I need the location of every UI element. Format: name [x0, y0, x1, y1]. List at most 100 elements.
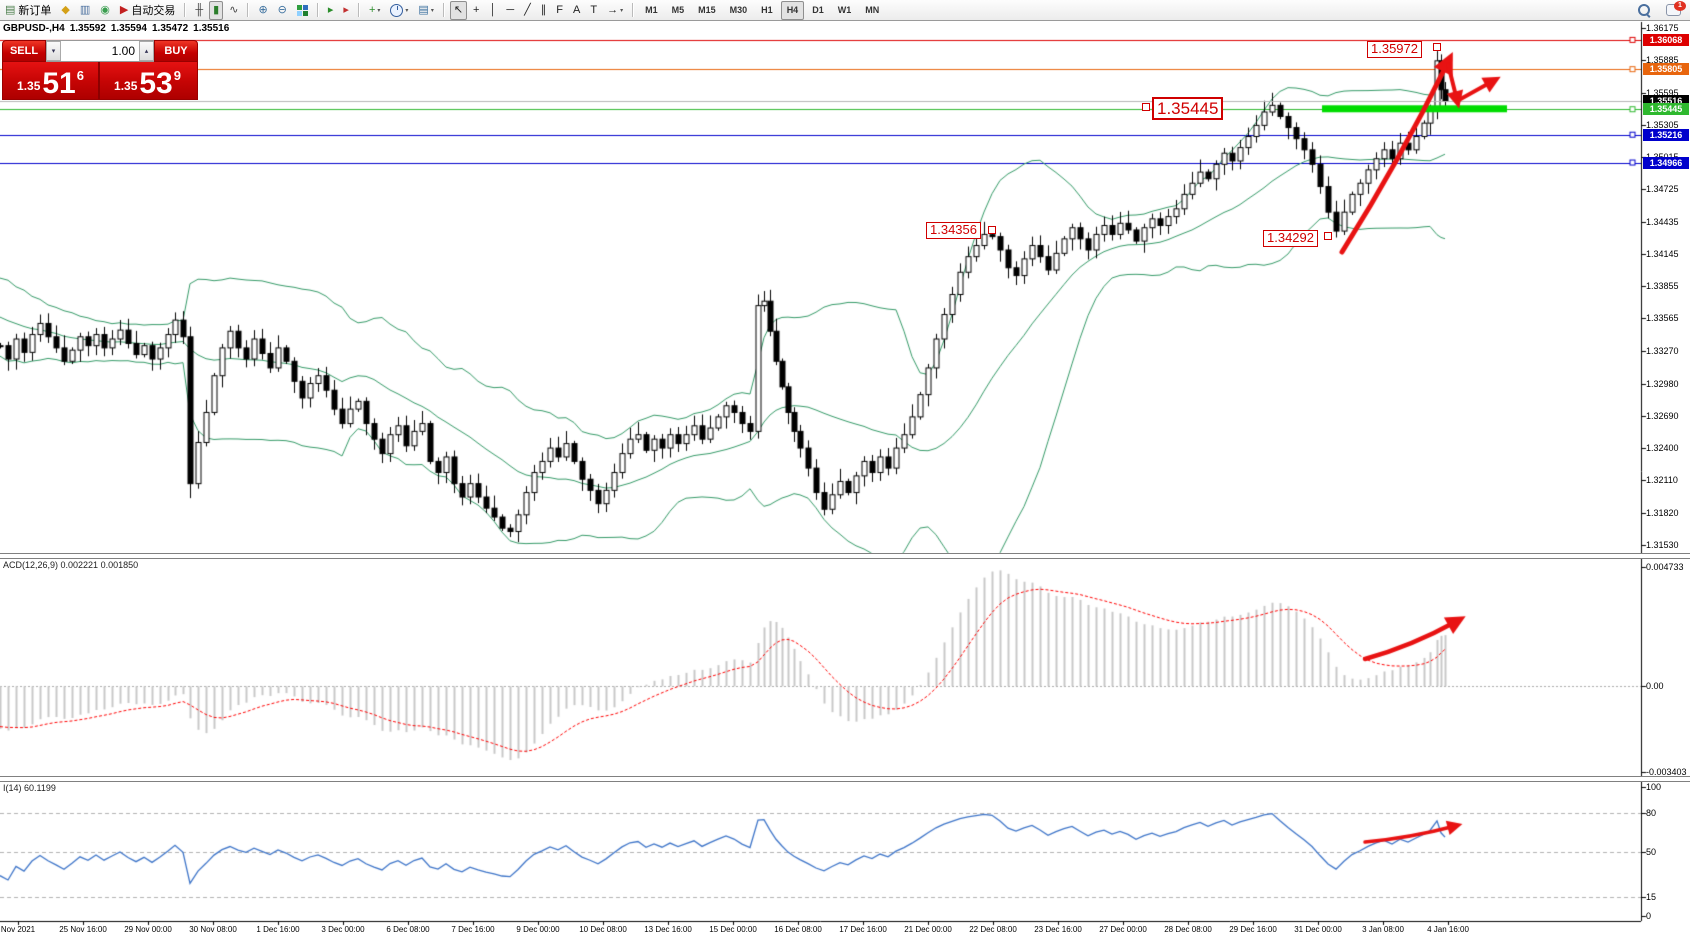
volume-decrease-button[interactable]: ▾ [46, 41, 61, 61]
vertical-line-button[interactable]: │ [485, 1, 500, 20]
search-button[interactable] [1634, 1, 1654, 20]
toolbar-separator [357, 3, 360, 17]
price-axis-tick: 1.35595 [1646, 87, 1679, 98]
chat-button[interactable]: 1 [1662, 1, 1686, 20]
time-axis-label: 21 Dec 00:00 [904, 925, 952, 934]
zoom-in-button[interactable]: ⊕ [254, 1, 271, 20]
volume-input[interactable] [61, 41, 139, 61]
price-axis-tick: 1.36175 [1646, 23, 1679, 33]
time-axis-label: 27 Dec 00:00 [1099, 925, 1147, 934]
clock-icon [390, 3, 404, 17]
text-label-button[interactable]: T [586, 1, 601, 20]
price-level-badge: 1.35216 [1643, 128, 1689, 141]
ohlc-close: 1.35516 [193, 23, 230, 34]
cursor-button[interactable]: ↖ [449, 0, 468, 20]
time-axis-label: 28 Dec 08:00 [1164, 925, 1212, 934]
time-axis-label: 25 Nov 16:00 [59, 925, 107, 934]
arrows-button[interactable]: → ▾ [603, 1, 627, 20]
auto-scroll-button[interactable]: ▸ [324, 1, 338, 20]
sell-price-pipette: 6 [76, 68, 84, 83]
toolbar-right: 1 [1633, 0, 1686, 20]
timeframe-m15-button[interactable]: M15 [698, 5, 716, 15]
price-axis-tick: 1.32690 [1646, 410, 1679, 421]
time-axis-label: 16 Dec 08:00 [774, 925, 822, 934]
crosshair-button[interactable]: + [469, 1, 483, 20]
sell-button[interactable]: SELL [2, 40, 46, 62]
time-axis-label: 6 Dec 08:00 [386, 925, 430, 934]
autotrading-button[interactable]: ▶ 自动交易 [116, 1, 179, 20]
new-order-button[interactable]: ▤ 新订单 [1, 1, 55, 20]
pane-separator[interactable] [0, 553, 1690, 559]
tile-windows-button[interactable] [293, 1, 312, 20]
price-axis-tick: 1.31820 [1646, 507, 1679, 518]
chevron-down-icon[interactable]: ▾ [405, 7, 409, 14]
price-axis-tick: 1.35885 [1646, 55, 1679, 66]
market-watch-button[interactable]: ▥ [76, 1, 94, 20]
timeframe-d1-button[interactable]: D1 [812, 5, 824, 15]
chevron-down-icon[interactable]: ▾ [377, 7, 381, 14]
volume-stepper: ▾ ▴ [46, 40, 154, 62]
buy-price-prefix: 1.35 [114, 79, 138, 93]
timeframe-m1-button[interactable]: M1 [645, 5, 658, 15]
price-label-annotation[interactable]: 1.34292 [1263, 230, 1318, 247]
sell-price[interactable]: 1.35 51 6 [3, 62, 98, 99]
signals-button[interactable]: ◉ [96, 1, 114, 20]
price-level-badge: 1.34966 [1643, 156, 1689, 169]
styles-button[interactable]: ◆ [57, 1, 73, 20]
buy-button[interactable]: BUY [154, 40, 198, 62]
chevron-down-icon[interactable]: ▾ [430, 7, 434, 14]
indicators-button[interactable]: + ▾ [365, 1, 384, 20]
chart-shift-button[interactable]: ▸ [339, 1, 353, 20]
templates-icon: ▤ [418, 3, 429, 16]
timeframe-m30-button[interactable]: M30 [729, 5, 748, 15]
volume-increase-button[interactable]: ▴ [139, 41, 154, 61]
new-order-icon: ▤ [5, 3, 16, 16]
candlestick-button[interactable]: ▮ [209, 0, 224, 20]
timeframe-m5-button[interactable]: M5 [671, 5, 685, 15]
price-label-annotation[interactable]: 1.35972 [1367, 41, 1422, 58]
annotation-anchor-handle[interactable] [1433, 43, 1441, 51]
text-button[interactable]: A [569, 1, 584, 20]
chart-shift-icon: ▸ [343, 3, 349, 16]
time-axis-label: 7 Dec 16:00 [451, 925, 495, 934]
timeframe-h1-button[interactable]: H1 [761, 5, 773, 15]
annotation-anchor-handle[interactable] [1142, 103, 1150, 111]
price-axis-tick: 1.33270 [1646, 346, 1679, 357]
price-level-badge: 1.35805 [1643, 63, 1689, 76]
equidistant-channel-icon: ∥ [540, 3, 547, 16]
styles-icon: ◆ [61, 3, 70, 16]
search-icon [1638, 4, 1651, 18]
horizontal-line-button[interactable]: ─ [502, 1, 518, 20]
buy-price[interactable]: 1.35 53 9 [98, 62, 195, 99]
sell-price-big: 51 [42, 67, 76, 100]
equidistant-channel-button[interactable]: ∥ [537, 1, 551, 20]
timeframe-h4-button[interactable]: H4 [780, 0, 805, 20]
chevron-down-icon[interactable]: ▾ [620, 7, 624, 14]
text-label-icon: T [590, 3, 598, 16]
annotation-anchor-handle[interactable] [1324, 232, 1332, 240]
trendline-button[interactable]: ╱ [520, 1, 535, 20]
timeframe-w1-button[interactable]: W1 [837, 5, 852, 15]
arrows-icon: → [607, 3, 619, 16]
bar-chart-button[interactable]: ╫ [191, 1, 207, 20]
timeframe-mn-button[interactable]: MN [865, 5, 880, 15]
toolbar-separator [184, 3, 187, 17]
time-axis-label: 10 Dec 08:00 [579, 925, 627, 934]
indicators-icon: + [368, 3, 376, 16]
price-label-annotation[interactable]: 1.35445 [1152, 97, 1224, 121]
templates-button[interactable]: ▤ ▾ [414, 1, 437, 20]
zoom-out-button[interactable]: ⊖ [274, 1, 291, 20]
annotation-anchor-handle[interactable] [988, 226, 996, 234]
symbol-name: GBPUSD-,H4 [3, 23, 65, 34]
pane-separator[interactable] [0, 776, 1690, 782]
time-axis-label: 4 Jan 16:00 [1427, 925, 1469, 934]
macd-indicator-label: ACD(12,26,9) 0.002221 0.001850 [3, 560, 139, 570]
fibonacci-button[interactable]: F [552, 1, 567, 20]
price-label-annotation[interactable]: 1.34356 [926, 222, 981, 239]
periods-button[interactable]: ▾ [386, 1, 412, 20]
time-axis-label: 3 Jan 08:00 [1362, 925, 1404, 934]
zoom-in-icon: ⊕ [258, 3, 268, 16]
horizontal-line-icon: ─ [506, 3, 515, 16]
line-chart-button[interactable]: ∿ [225, 1, 242, 20]
